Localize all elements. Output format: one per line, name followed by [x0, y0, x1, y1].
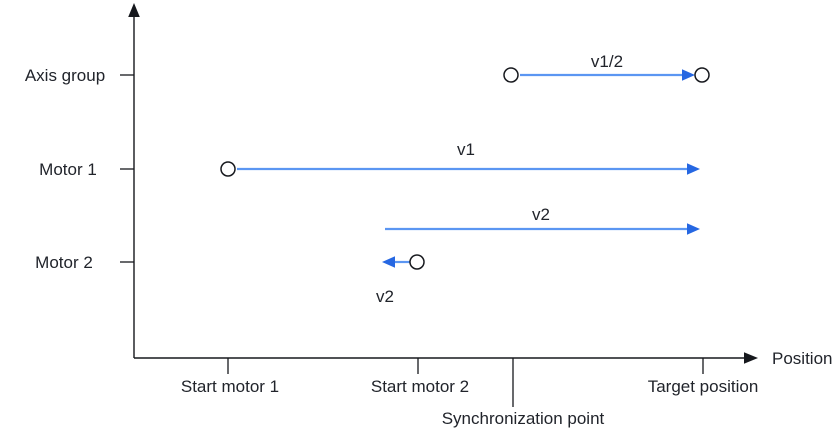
node-motor1-start — [220, 161, 236, 177]
arrow-label-v1: v1 — [457, 140, 475, 159]
arrow-axis-group-head-icon — [682, 69, 695, 81]
node-axis-group-start — [503, 67, 519, 83]
x-label-start-motor-2: Start motor 2 — [371, 377, 469, 396]
node-axis-group-target — [694, 67, 710, 83]
x-axis-title: Position — [772, 349, 832, 368]
arrow-motor1-head-icon — [687, 163, 700, 175]
arrow-label-v2-forward: v2 — [532, 205, 550, 224]
y-label-motor2: Motor 2 — [35, 253, 93, 272]
node-motor2-start — [409, 254, 425, 270]
arrow-motor2-forward-head-icon — [687, 223, 700, 235]
arrow-label-v1-2: v1/2 — [591, 52, 623, 71]
arrow-motor2-backward-head-icon — [382, 256, 395, 268]
x-label-target-position: Target position — [648, 377, 759, 396]
arrow-label-v2-backward: v2 — [376, 287, 394, 306]
x-label-start-motor-1: Start motor 1 — [181, 377, 279, 396]
x-axis-arrowhead-icon — [744, 352, 758, 364]
y-axis-arrowhead-icon — [128, 3, 140, 17]
y-label-motor1: Motor 1 — [39, 160, 97, 179]
x-label-synchronization-point: Synchronization point — [442, 409, 605, 428]
y-label-axis-group: Axis group — [25, 66, 105, 85]
